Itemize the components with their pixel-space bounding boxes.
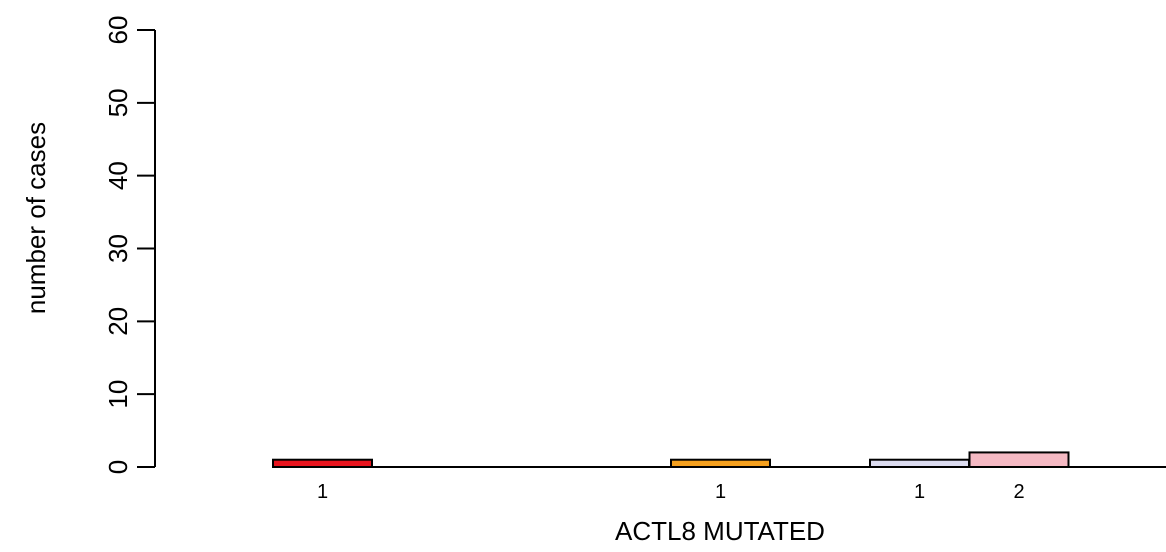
bar	[869, 458, 970, 469]
y-tick-label: 40	[103, 161, 133, 190]
y-tick-label: 50	[103, 88, 133, 117]
bar	[968, 451, 1070, 468]
x-axis-label: ACTL8 MUTATED	[615, 516, 825, 546]
bar-count-label: 1	[715, 481, 726, 503]
y-tick-label: 30	[103, 234, 133, 263]
y-axis: 0 10 20 30 40 50 60	[103, 16, 156, 474]
bar-count-label: 1	[914, 481, 925, 503]
bar	[670, 458, 771, 469]
bar-count-label: 2	[1013, 481, 1024, 503]
bar-labels: 1 1 1 2	[317, 481, 1025, 503]
y-axis-label: number of cases	[21, 122, 51, 314]
y-tick-label: 60	[103, 16, 133, 45]
y-tick-label: 20	[103, 307, 133, 336]
y-tick-label: 0	[103, 460, 133, 474]
y-tick-label: 10	[103, 380, 133, 409]
bar-count-label: 1	[317, 481, 328, 503]
bar	[272, 458, 373, 469]
bars	[272, 451, 1070, 469]
